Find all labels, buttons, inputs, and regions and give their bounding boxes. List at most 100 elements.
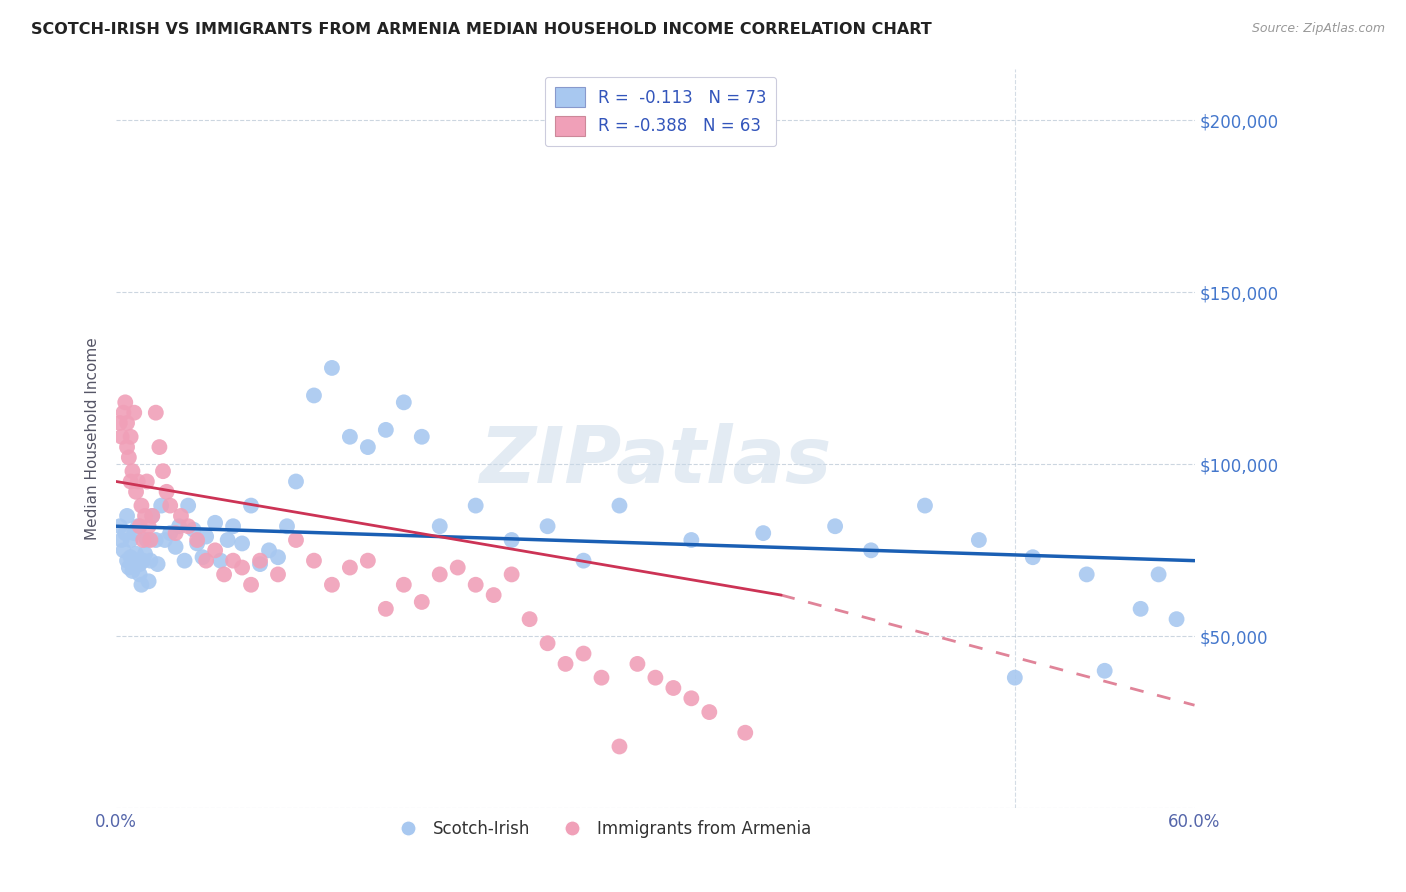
Point	[240, 578, 263, 592]
Point	[267, 567, 290, 582]
Point	[572, 554, 595, 568]
Point	[120, 430, 142, 444]
Point	[146, 557, 169, 571]
Point	[482, 588, 505, 602]
Y-axis label: Median Household Income: Median Household Income	[86, 337, 100, 540]
Point	[148, 440, 170, 454]
Point	[118, 450, 141, 465]
Point	[429, 519, 451, 533]
Point	[177, 499, 200, 513]
Point	[267, 550, 290, 565]
Point	[217, 533, 239, 547]
Point	[114, 526, 136, 541]
Point	[122, 406, 145, 420]
Point	[392, 395, 415, 409]
Point	[231, 536, 253, 550]
Point	[153, 533, 176, 547]
Point	[321, 578, 343, 592]
Point	[138, 519, 160, 533]
Point	[131, 578, 153, 592]
Point	[1147, 567, 1170, 582]
Point	[357, 440, 380, 454]
Point	[374, 602, 396, 616]
Point	[554, 657, 576, 671]
Point	[191, 550, 214, 565]
Point	[127, 475, 149, 489]
Point	[222, 554, 245, 568]
Point	[145, 533, 167, 547]
Point	[112, 406, 135, 420]
Point	[519, 612, 541, 626]
Point	[734, 725, 756, 739]
Point	[1004, 671, 1026, 685]
Point	[536, 519, 558, 533]
Point	[591, 671, 613, 685]
Point	[125, 484, 148, 499]
Point	[209, 554, 232, 568]
Point	[120, 475, 142, 489]
Point	[231, 560, 253, 574]
Point	[1094, 664, 1116, 678]
Point	[644, 671, 666, 685]
Point	[195, 554, 218, 568]
Point	[249, 554, 271, 568]
Point	[249, 557, 271, 571]
Point	[967, 533, 990, 547]
Point	[150, 499, 173, 513]
Point	[122, 554, 145, 568]
Point	[121, 464, 143, 478]
Point	[257, 543, 280, 558]
Point	[609, 499, 631, 513]
Point	[572, 647, 595, 661]
Point	[118, 560, 141, 574]
Point	[138, 574, 160, 589]
Point	[165, 540, 187, 554]
Point	[464, 578, 486, 592]
Point	[108, 416, 131, 430]
Point	[135, 533, 157, 547]
Point	[111, 430, 134, 444]
Point	[392, 578, 415, 592]
Point	[464, 499, 486, 513]
Point	[115, 554, 138, 568]
Point	[159, 499, 181, 513]
Point	[411, 595, 433, 609]
Point	[141, 508, 163, 523]
Point	[222, 519, 245, 533]
Point	[132, 554, 155, 568]
Point	[276, 519, 298, 533]
Point	[662, 681, 685, 695]
Point	[860, 543, 883, 558]
Point	[914, 499, 936, 513]
Point	[204, 516, 226, 530]
Point	[122, 526, 145, 541]
Point	[108, 519, 131, 533]
Point	[1166, 612, 1188, 626]
Point	[212, 567, 235, 582]
Point	[115, 440, 138, 454]
Point	[183, 523, 205, 537]
Point	[145, 406, 167, 420]
Point	[824, 519, 846, 533]
Point	[186, 536, 208, 550]
Point	[165, 526, 187, 541]
Point	[501, 567, 523, 582]
Point	[125, 547, 148, 561]
Point	[128, 557, 150, 571]
Point	[128, 567, 150, 582]
Point	[240, 499, 263, 513]
Point	[127, 519, 149, 533]
Point	[609, 739, 631, 754]
Point	[752, 526, 775, 541]
Point	[134, 508, 156, 523]
Point	[139, 533, 162, 547]
Point	[139, 554, 162, 568]
Point	[204, 543, 226, 558]
Point	[111, 533, 134, 547]
Point	[339, 430, 361, 444]
Point	[501, 533, 523, 547]
Point	[120, 533, 142, 547]
Legend: Scotch-Irish, Immigrants from Armenia: Scotch-Irish, Immigrants from Armenia	[385, 814, 818, 845]
Point	[339, 560, 361, 574]
Point	[134, 547, 156, 561]
